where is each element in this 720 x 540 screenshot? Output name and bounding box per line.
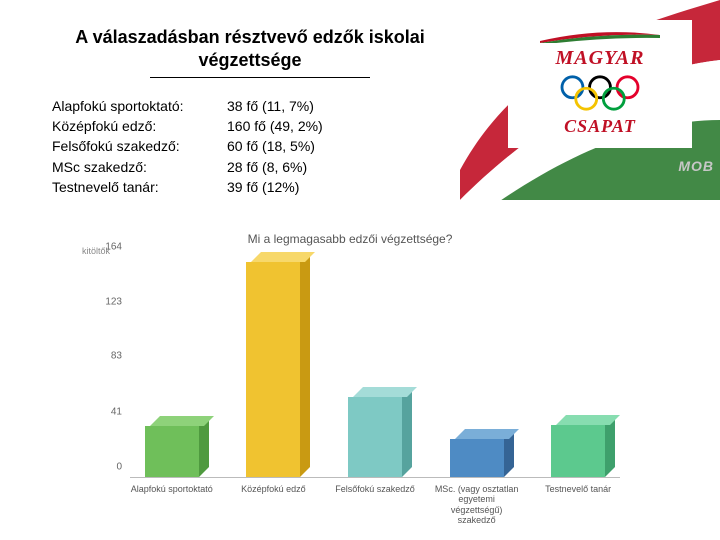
y-axis-labels: 04183123164: [82, 258, 126, 478]
stats-row: Testnevelő tanár:39 fő (12%): [52, 177, 680, 197]
y-tick-label: 123: [105, 297, 122, 308]
bar-slot: [130, 426, 214, 477]
x-tick-label: Középfokú edző: [232, 484, 316, 525]
stats-label: MSc szakedző:: [52, 157, 227, 177]
bar-slot: [232, 262, 316, 477]
logo-bottom-text: CSAPAT: [564, 116, 636, 137]
y-tick-label: 83: [111, 350, 122, 361]
logo-top-text: MAGYAR: [556, 47, 645, 70]
bar-plot: [130, 258, 620, 478]
y-tick-label: 164: [105, 242, 122, 253]
bar: [246, 262, 300, 477]
mob-tag: MOB: [678, 158, 714, 174]
bar: [348, 397, 402, 477]
chart-container: Mi a legmagasabb edzői végzettsége? kitö…: [80, 232, 620, 525]
chart-title: Mi a legmagasabb edzői végzettsége?: [80, 232, 620, 246]
stats-value: 160 fő (49, 2%): [227, 116, 323, 136]
stats-value: 60 fő (18, 5%): [227, 136, 315, 156]
x-tick-label: Felsőfokú szakedző: [333, 484, 417, 525]
bar: [145, 426, 199, 477]
bar-slot: [435, 439, 519, 477]
team-logo: MAGYAR CSAPAT: [508, 20, 692, 148]
stats-label: Középfokú edző:: [52, 116, 227, 136]
bar: [450, 439, 504, 477]
stats-label: Alapfokú sportoktató:: [52, 96, 227, 116]
bar-slot: [333, 397, 417, 477]
bar: [551, 425, 605, 477]
stats-row: MSc szakedző:28 fő (8, 6%): [52, 157, 680, 177]
olympic-rings-icon: [557, 74, 643, 112]
x-tick-label: Testnevelő tanár: [536, 484, 620, 525]
chart-plot: kitöltők 04183123164: [130, 258, 620, 478]
stats-label: Felsőfokú szakedző:: [52, 136, 227, 156]
page-title: A válaszadásban résztvevő edzők iskolai …: [60, 26, 440, 73]
stats-value: 28 fő (8, 6%): [227, 157, 307, 177]
x-tick-label: Alapfokú sportoktató: [130, 484, 214, 525]
stats-label: Testnevelő tanár:: [52, 177, 227, 197]
stats-value: 38 fő (11, 7%): [227, 96, 314, 116]
title-underline: [150, 77, 370, 78]
x-axis-labels: Alapfokú sportoktató Középfokú edző Felsőf…: [130, 484, 620, 525]
logo-swoosh: [540, 31, 660, 43]
y-tick-label: 0: [116, 462, 122, 473]
y-tick-label: 41: [111, 407, 122, 418]
stats-value: 39 fő (12%): [227, 177, 299, 197]
x-tick-label: MSc. (vagy osztatlan egyetemi végzettség…: [435, 484, 519, 525]
bar-slot: [536, 425, 620, 477]
